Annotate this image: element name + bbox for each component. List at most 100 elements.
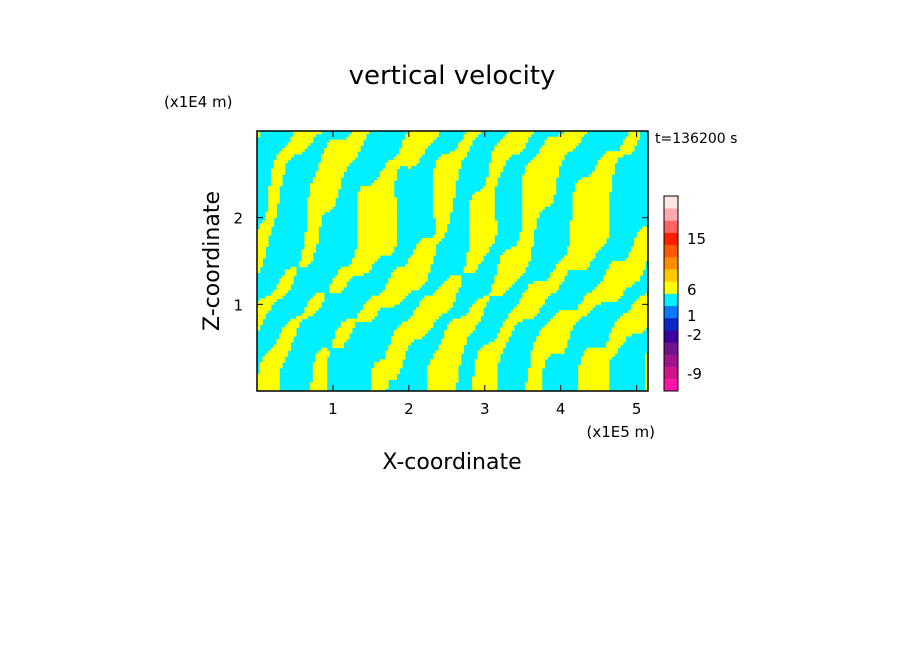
field-cell [634,237,648,242]
field-cell [307,211,325,216]
field-cell [432,209,453,213]
field-cell [494,275,520,279]
field-cell [561,258,593,262]
field-cell [575,185,613,190]
field-cell [578,373,610,377]
field-cell [329,289,342,294]
field-cell [463,269,476,273]
field-cell [432,191,456,195]
field-cell [307,226,319,230]
field-cell [486,177,498,181]
field-cell [567,252,596,256]
field-cell [259,226,272,230]
field-cell [569,220,610,224]
field-cell [257,261,263,265]
field-cell [533,344,568,349]
field-cell [474,191,495,195]
field-cell [536,154,565,158]
field-cell [357,246,395,250]
field-cell [486,180,498,184]
field-cell [569,235,610,239]
field-cell [575,183,613,187]
field-cell [469,229,498,233]
field-cell [310,185,342,190]
field-cell [279,333,297,337]
field-cell [385,356,406,360]
field-cell [469,240,495,245]
field-cell [304,307,319,311]
field-cell [379,359,403,363]
field-cell [466,263,479,268]
field-cell [399,324,434,328]
field-cell [608,263,646,268]
field-cell [628,255,648,259]
field-cell [603,278,641,282]
field-cell [645,379,648,383]
field-cell [572,194,610,198]
field-cell [388,159,420,164]
field-cell [497,263,529,268]
field-cell [444,333,470,337]
field-cell [463,133,479,138]
field-cell [321,159,353,164]
field-cell [527,370,543,375]
field-cell [547,321,576,325]
field-cell [257,263,263,268]
field-cell [432,235,445,239]
field-cell [469,237,495,242]
field-cell [340,321,356,325]
field-cell [527,284,560,288]
field-cell [385,284,423,288]
field-cell [536,336,571,340]
field-cell [321,347,328,351]
field-cell [357,220,398,224]
field-cell [525,165,560,169]
field-cell [469,203,495,207]
field-cell [530,159,562,164]
field-cell [427,385,456,389]
field-cell [357,211,398,216]
field-cell [257,240,269,245]
field-cell [332,344,344,349]
field-cell [435,226,448,230]
colorbar-label: 1 [687,307,697,325]
field-cell [257,269,261,273]
field-cell [332,281,347,285]
field-cell [441,154,467,158]
field-cell [639,295,648,299]
field-cell [312,365,328,369]
field-cell [631,249,648,253]
field-cell [628,133,641,138]
x-axis: 1 2 3 4 5 [328,131,641,418]
field-cell [522,214,540,219]
field-cell [379,292,409,297]
field-cell [469,209,495,213]
field-cell [469,249,490,253]
field-cell [522,183,557,187]
field-cell [279,336,294,340]
field-cell [474,373,498,377]
field-cell [354,249,395,253]
field-cell [469,235,495,239]
field-cell [268,191,280,195]
field-cell [432,200,453,204]
field-cell [405,133,439,138]
field-cell [578,365,610,369]
field-cell [307,209,331,213]
field-cell [622,313,648,317]
field-cell [371,367,400,372]
field-cell [522,295,548,299]
colorbar-swatch [664,196,678,209]
field-cell [477,298,490,302]
field-cell [544,139,582,143]
field-cell [466,131,481,135]
field-cell [539,148,573,152]
field-cell [452,318,481,323]
field-cell [273,344,291,349]
field-cell [368,298,403,302]
field-cell [385,162,417,167]
field-cell [304,243,317,247]
colorbar-swatch [664,208,678,221]
field-cell [357,194,395,198]
field-cell [497,333,512,337]
